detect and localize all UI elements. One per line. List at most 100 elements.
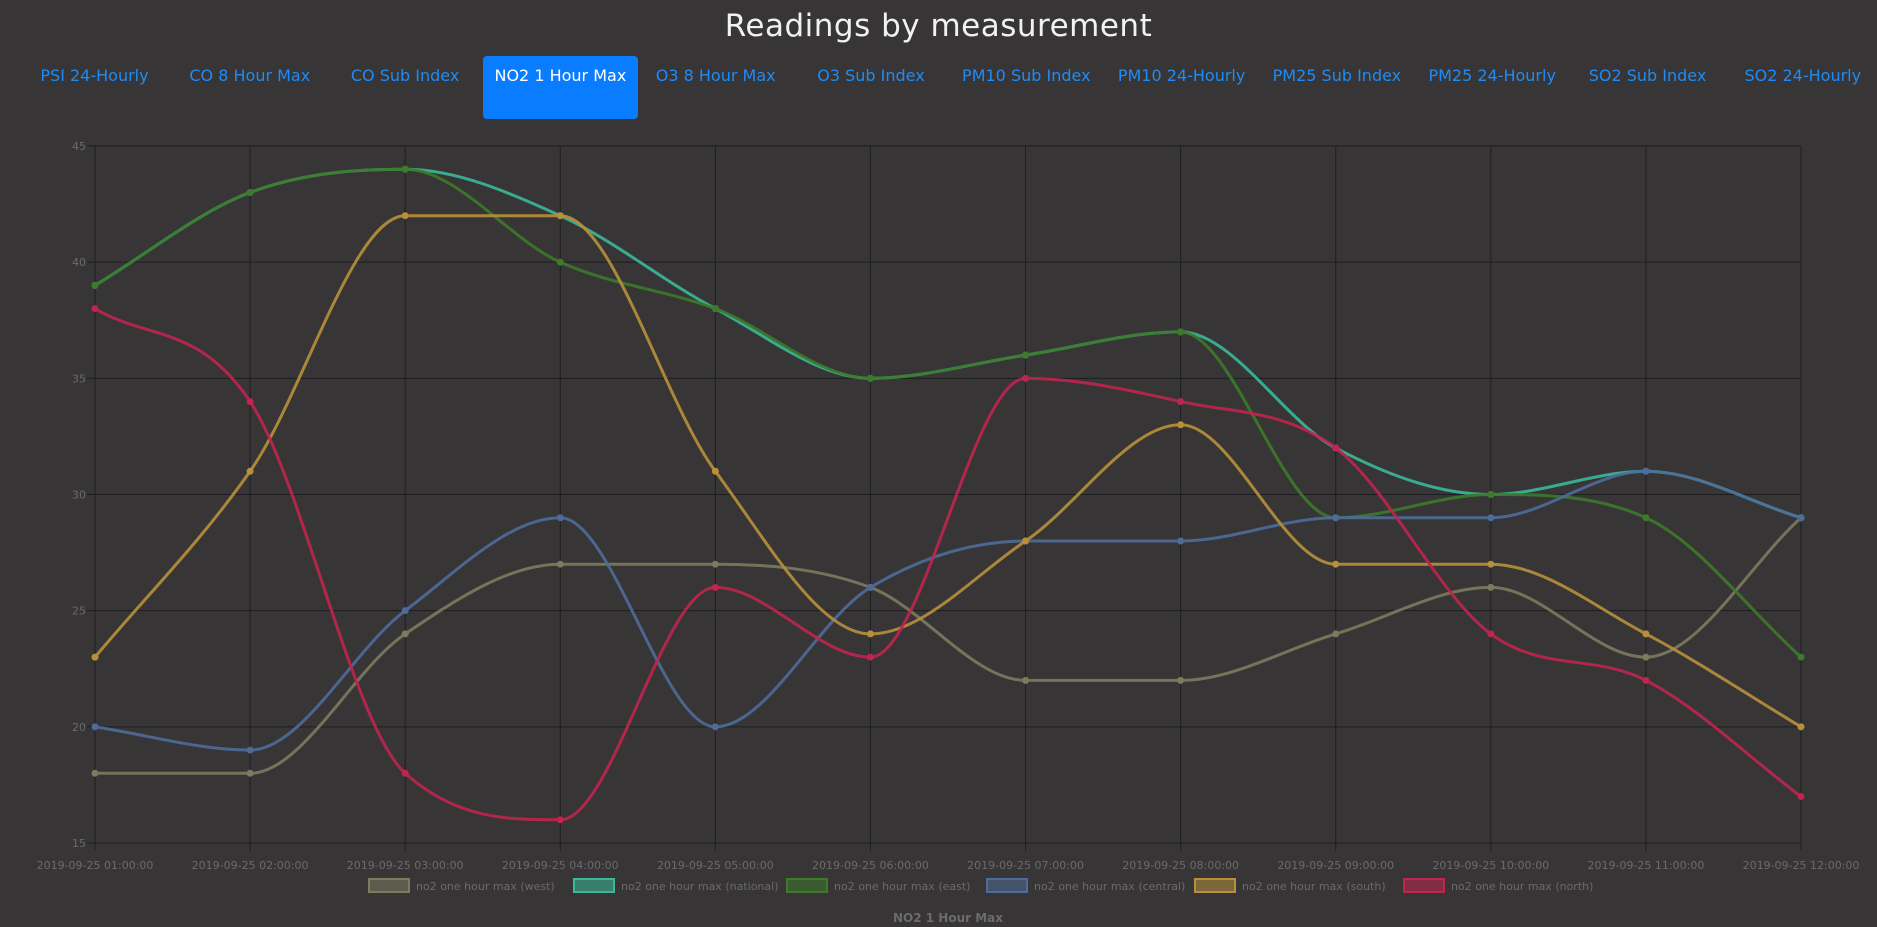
data-point[interactable] [1487, 560, 1495, 568]
data-point[interactable] [866, 374, 874, 382]
data-point[interactable] [556, 560, 564, 568]
tab-o3-sub-index[interactable]: O3 Sub Index [817, 66, 925, 85]
data-point[interactable] [91, 769, 99, 777]
data-point[interactable] [711, 560, 719, 568]
data-point[interactable] [91, 723, 99, 731]
legend-swatch [1194, 878, 1236, 893]
data-point[interactable] [1642, 630, 1650, 638]
data-point[interactable] [866, 653, 874, 661]
x-tick-label: 2019-09-25 06:00:00 [812, 859, 929, 872]
x-tick-label: 2019-09-25 04:00:00 [502, 859, 619, 872]
tab-pm25-sub-index[interactable]: PM25 Sub Index [1272, 66, 1402, 85]
data-point[interactable] [711, 305, 719, 313]
data-point[interactable] [1487, 514, 1495, 522]
data-point[interactable] [866, 630, 874, 638]
data-point[interactable] [246, 467, 254, 475]
tab-so2-24-hourly[interactable]: SO2 24-Hourly [1744, 66, 1862, 85]
series-line [95, 516, 1803, 775]
data-point[interactable] [91, 281, 99, 289]
data-point[interactable] [401, 212, 409, 220]
y-tick-label: 45 [72, 140, 86, 153]
x-tick-label: 2019-09-25 10:00:00 [1432, 859, 1549, 872]
data-point[interactable] [246, 746, 254, 754]
series-no2-one-hour-max-central [91, 467, 1805, 754]
chart-title: NO2 1 Hour Max [893, 911, 1003, 925]
data-point[interactable] [1642, 676, 1650, 684]
legend-item[interactable]: no2 one hour max (east) [786, 878, 970, 893]
legend-item[interactable]: no2 one hour max (central) [986, 878, 1185, 893]
data-point[interactable] [1332, 560, 1340, 568]
data-point[interactable] [1487, 583, 1495, 591]
data-point[interactable] [401, 607, 409, 615]
tab-pm10-24-hourly[interactable]: PM10 24-Hourly [1117, 66, 1246, 85]
tab-co-sub-index[interactable]: CO Sub Index [350, 66, 460, 85]
tab-psi-24-hourly[interactable]: PSI 24-Hourly [40, 66, 149, 85]
data-point[interactable] [401, 630, 409, 638]
data-point[interactable] [1177, 421, 1185, 429]
data-point[interactable] [556, 258, 564, 266]
data-point[interactable] [711, 723, 719, 731]
data-point[interactable] [1487, 630, 1495, 638]
data-point[interactable] [1177, 676, 1185, 684]
data-point[interactable] [1177, 328, 1185, 336]
tab-pm25-24-hourly[interactable]: PM25 24-Hourly [1428, 66, 1556, 85]
y-tick-label: 40 [72, 256, 86, 269]
data-point[interactable] [1797, 514, 1805, 522]
data-point[interactable] [246, 769, 254, 777]
data-point[interactable] [1332, 630, 1340, 638]
series-no2-one-hour-max-south [91, 212, 1805, 731]
page-title: Readings by measurement [724, 8, 1153, 44]
tab-so2-sub-index[interactable]: SO2 Sub Index [1588, 66, 1707, 85]
series-no2-one-hour-max-east [91, 165, 1805, 661]
legend-item[interactable]: no2 one hour max (south) [1194, 878, 1386, 893]
tab-o3-8-hour-max[interactable]: O3 8 Hour Max [655, 66, 776, 85]
data-point[interactable] [91, 305, 99, 313]
data-point[interactable] [1332, 514, 1340, 522]
y-axis-ticks: 15 20 25 30 35 40 45 [72, 140, 86, 850]
data-point[interactable] [1177, 398, 1185, 406]
data-point[interactable] [1642, 653, 1650, 661]
data-point[interactable] [1642, 467, 1650, 475]
data-point[interactable] [1797, 723, 1805, 731]
legend-swatch [368, 878, 410, 893]
data-point[interactable] [246, 188, 254, 196]
data-point[interactable] [401, 165, 409, 173]
data-point[interactable] [711, 467, 719, 475]
data-point[interactable] [1177, 537, 1185, 545]
legend: no2 one hour max (west) no2 one hour max … [368, 878, 1593, 893]
data-point[interactable] [556, 212, 564, 220]
legend-swatch [1403, 878, 1445, 893]
data-point[interactable] [1022, 374, 1030, 382]
series-no2-one-hour-max-north [91, 305, 1805, 824]
y-tick-label: 15 [72, 837, 86, 850]
x-tick-label: 2019-09-25 02:00:00 [192, 859, 309, 872]
legend-item[interactable]: no2 one hour max (north) [1403, 878, 1593, 893]
data-point[interactable] [1022, 351, 1030, 359]
data-point[interactable] [1022, 676, 1030, 684]
tab-pm10-sub-index[interactable]: PM10 Sub Index [962, 66, 1091, 85]
legend-item[interactable]: no2 one hour max (west) [368, 878, 555, 893]
data-point[interactable] [1642, 514, 1650, 522]
series-line [94, 469, 1802, 752]
data-point[interactable] [1022, 537, 1030, 545]
data-point[interactable] [401, 769, 409, 777]
legend-item[interactable]: no2 one hour max (national) [573, 878, 778, 893]
x-tick-label: 2019-09-25 12:00:00 [1743, 859, 1860, 872]
data-point[interactable] [1797, 653, 1805, 661]
tab-no2-1-hour-max[interactable]: NO2 1 Hour Max [482, 56, 638, 119]
tab-co-8-hour-max[interactable]: CO 8 Hour Max [189, 66, 311, 85]
data-point[interactable] [556, 514, 564, 522]
data-point[interactable] [246, 398, 254, 406]
data-point[interactable] [711, 583, 719, 591]
data-point[interactable] [1332, 444, 1340, 452]
chart-container: 15 20 25 30 35 40 45 2019-09-25 01:00:00 2019-0… [0, 135, 1877, 927]
legend-swatch [573, 878, 615, 893]
data-point[interactable] [91, 653, 99, 661]
x-tick-label: 2019-09-25 05:00:00 [657, 859, 774, 872]
data-point[interactable] [1797, 793, 1805, 801]
data-point[interactable] [866, 583, 874, 591]
data-point[interactable] [1487, 491, 1495, 498]
data-point[interactable] [556, 816, 564, 824]
legend-swatch [986, 878, 1028, 893]
